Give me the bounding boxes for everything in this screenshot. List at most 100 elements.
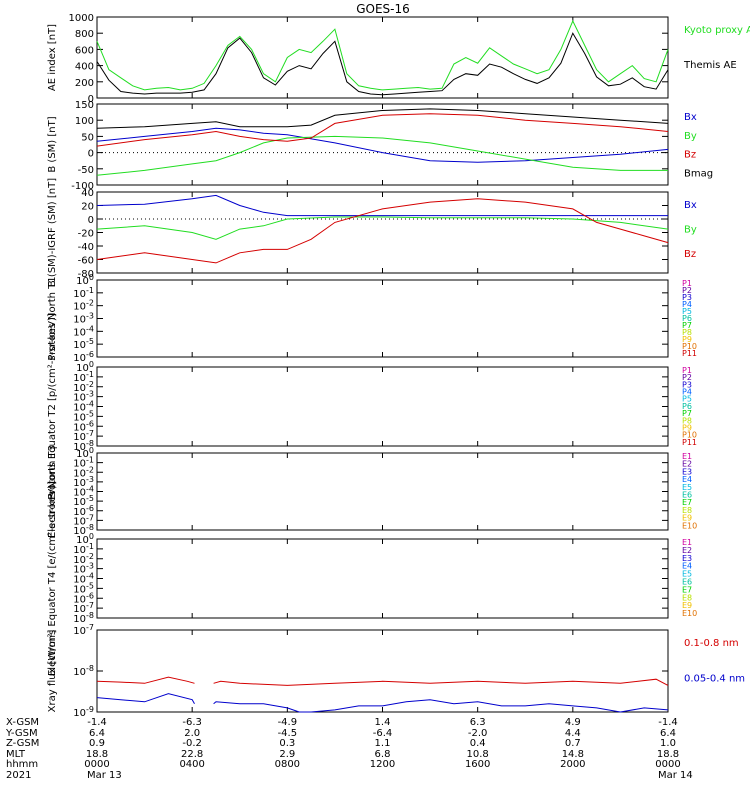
legend-entry: Bx (684, 200, 697, 211)
orbit-value: Mar 14 (658, 770, 693, 781)
y-tick-label: 10-3 (73, 562, 94, 576)
y-axis-label: B (SM)-IGRF (SM) [nT] (47, 178, 58, 287)
orbit-value: Mar 13 (87, 770, 122, 781)
y-tick-label: 10-2 (73, 380, 94, 394)
legend-entry: P6 (682, 402, 692, 411)
panel-2: -100 -50 0 50 100 150 B (SM) [nT] Bx By Bz Bmag (47, 100, 713, 192)
y-tick-label: 0 (88, 94, 94, 105)
series-themis-ae (96, 32, 669, 96)
panel-5: 10010-110-210-310-410-510-610-710-8Proto… (47, 313, 697, 500)
legend-entry: E8 (682, 593, 692, 602)
y-axis-label: AE index [nT] (47, 24, 58, 91)
orbit-value: -6.4 (373, 728, 393, 739)
legend-entry: E5 (682, 570, 692, 579)
legend-entry: E1 (682, 452, 692, 461)
orbit-value: 2000 (560, 759, 585, 770)
legend-entry: P2 (682, 286, 692, 295)
legend-entry: P8 (682, 328, 692, 337)
y-tick-label: 10-5 (73, 409, 94, 423)
legend-entry: E5 (682, 483, 692, 492)
plot-title: GOES-16 (356, 2, 410, 16)
orbit-value: 0.9 (89, 738, 105, 749)
legend-entry: P9 (682, 335, 692, 344)
series-bx (96, 127, 669, 163)
orbit-row-label: X-GSM (6, 717, 39, 728)
legend-entry: Bz (684, 150, 696, 161)
y-tick-label: 150 (75, 100, 94, 111)
y-tick-label: 10-3 (73, 390, 94, 404)
orbit-value: -0.2 (182, 738, 202, 749)
legend-entry: Themis AE (683, 60, 737, 71)
orbit-value: 1.4 (375, 717, 391, 728)
y-tick-label: 40 (81, 188, 94, 199)
legend-entry: P11 (682, 349, 697, 358)
y-tick-label: 10-3 (73, 312, 94, 326)
y-tick-label: 100 (75, 116, 94, 127)
y-tick-label: 10-5 (73, 581, 94, 595)
series-bmag (96, 108, 669, 129)
legend-entry: E1 (682, 538, 692, 547)
legend-entry: P7 (682, 321, 692, 330)
y-tick-label: 100 (76, 360, 94, 374)
panel-frame (96, 452, 669, 531)
y-tick-label: 10-2 (73, 299, 94, 313)
legend-entry: E2 (682, 460, 692, 469)
orbit-value: 6.3 (470, 717, 486, 728)
legend-entry: Bmag (684, 169, 713, 180)
series-by (96, 216, 669, 240)
y-tick-label: 10-1 (73, 370, 94, 384)
y-tick-label: 10-6 (73, 591, 94, 605)
y-tick-label: 10-6 (73, 419, 94, 433)
legend-entry: P7 (682, 409, 692, 418)
orbit-value: 1.0 (660, 738, 676, 749)
y-tick-label: 10-6 (73, 504, 94, 518)
legend-entry: E4 (682, 475, 692, 484)
legend-entry: P4 (682, 300, 692, 309)
y-tick-label: -80 (78, 269, 94, 280)
y-tick-label: 10-6 (73, 350, 94, 364)
legend-entry: E3 (682, 467, 692, 476)
y-tick-label: 10-2 (73, 465, 94, 479)
legend: Bx By Bz (684, 200, 697, 260)
y-tick-label: 400 (75, 62, 94, 73)
orbit-value: 0.7 (565, 738, 581, 749)
panel-frame (96, 191, 669, 274)
y-tick-label: 10-4 (73, 324, 94, 338)
orbit-value: 6.4 (660, 728, 676, 739)
y-tick-label: 10-4 (73, 572, 94, 586)
legend-entry: By (684, 131, 697, 142)
orbit-value: -2.0 (468, 728, 488, 739)
panel-frame (96, 366, 669, 447)
series-bz (96, 198, 669, 264)
orbit-row-label: Y-GSM (5, 728, 38, 739)
y-tick-label: 10-1 (73, 286, 94, 300)
orbit-value: 0.4 (470, 738, 486, 749)
legend-entry: E7 (682, 498, 692, 507)
orbit-row-label: hhmm (6, 759, 38, 770)
y-tick-label: 10-9 (73, 705, 94, 719)
orbit-value: 6.8 (375, 749, 391, 760)
y-tick-label: 10-3 (73, 475, 94, 489)
y-axis-label: Protons Equator T2 [p/(cm²-s-sr-keV)] (47, 313, 58, 500)
y-tick-label: 10-7 (73, 601, 94, 615)
orbit-value: 4.9 (565, 717, 581, 728)
orbit-value: 0400 (179, 759, 204, 770)
y-tick-label: 20 (81, 202, 94, 213)
y-axis-label: Protons North T1 (47, 276, 58, 360)
orbit-value: 1600 (465, 759, 490, 770)
legend-entry: P3 (682, 293, 692, 302)
orbit-value: 0000 (655, 759, 680, 770)
legend-entry: P6 (682, 314, 692, 323)
series-0-05-0-4-nm (96, 693, 669, 713)
y-axis-label: Xray flux [W/m²] (47, 630, 58, 713)
panel-frame (96, 629, 669, 713)
y-tick-label: 100 (76, 446, 94, 460)
y-tick-label: 10-8 (73, 664, 94, 678)
legend-entry: P11 (682, 438, 697, 447)
y-tick-label: 100 (76, 532, 94, 546)
y-tick-label: -20 (78, 229, 94, 240)
